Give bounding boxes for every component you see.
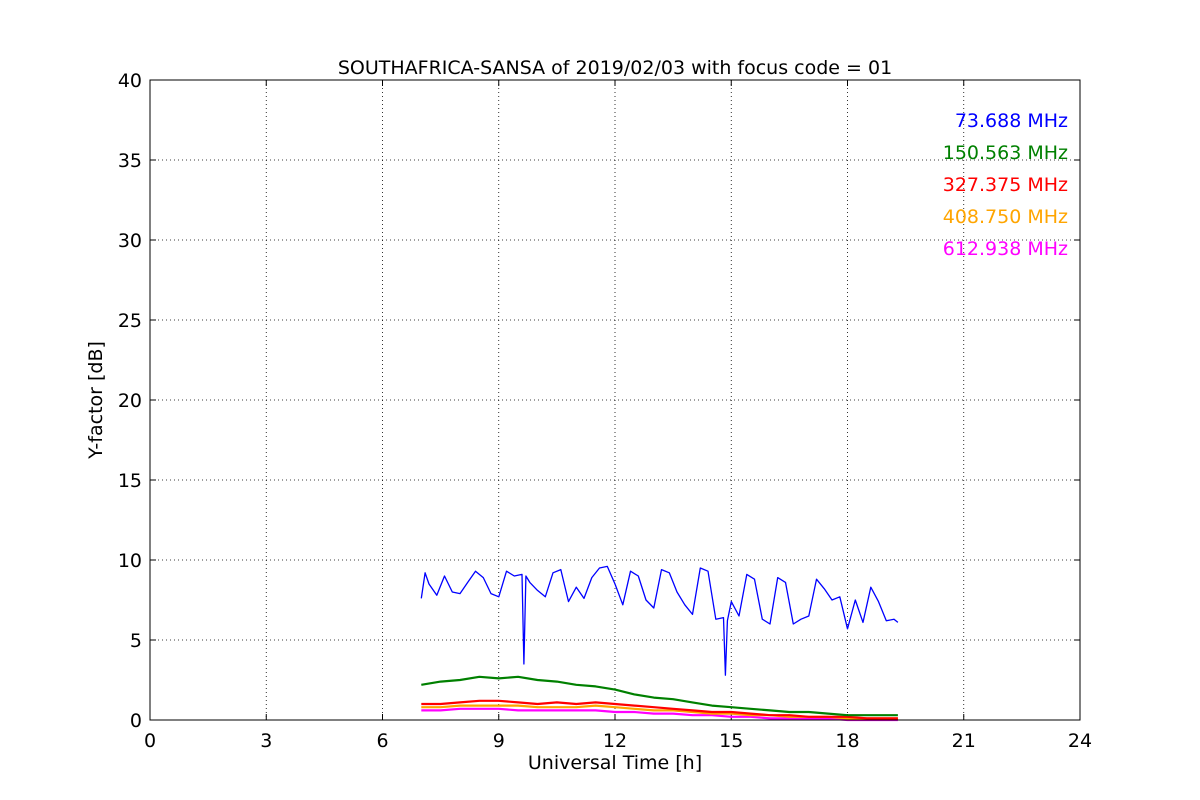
y-tick-label: 35 bbox=[118, 150, 142, 172]
y-tick-label: 10 bbox=[118, 550, 142, 572]
y-tick-label: 5 bbox=[130, 630, 142, 652]
legend-entry: 408.750 MHz bbox=[943, 206, 1068, 228]
x-tick-label: 21 bbox=[952, 730, 976, 752]
x-tick-label: 15 bbox=[719, 730, 743, 752]
plot-frame bbox=[149, 79, 1081, 721]
x-tick-label: 3 bbox=[260, 730, 272, 752]
series-line-2 bbox=[421, 699, 898, 720]
x-tick-label: 6 bbox=[376, 730, 388, 752]
ticks: 0 3 6 9 12 15 18 21 24 0 5 10 15 20 25 30 35 40 bbox=[118, 70, 1092, 752]
y-tick-label: 40 bbox=[118, 70, 142, 92]
legend-entry: 73.688 MHz bbox=[955, 110, 1068, 132]
legend-entry: 150.563 MHz bbox=[943, 142, 1068, 164]
chart-title: SOUTHAFRICA-SANSA of 2019/02/03 with foc… bbox=[338, 57, 892, 79]
legend-entry: 612.938 MHz bbox=[943, 238, 1068, 260]
y-tick-label: 20 bbox=[118, 390, 142, 412]
x-tick-label: 18 bbox=[835, 730, 859, 752]
series-line-4 bbox=[421, 707, 898, 722]
x-tick-label: 24 bbox=[1068, 730, 1092, 752]
x-tick-label: 0 bbox=[144, 730, 156, 752]
x-tick-label: 12 bbox=[603, 730, 627, 752]
y-tick-label: 25 bbox=[118, 310, 142, 332]
legend-entry: 327.375 MHz bbox=[943, 174, 1068, 196]
y-tick-label: 30 bbox=[118, 230, 142, 252]
y-tick-label: 0 bbox=[130, 710, 142, 732]
grid bbox=[150, 80, 1080, 720]
series-line-1 bbox=[421, 675, 898, 717]
legend: 73.688 MHz 150.563 MHz 327.375 MHz 408.750 … bbox=[943, 110, 1068, 260]
x-tick-label: 9 bbox=[493, 730, 505, 752]
y-tick-label: 15 bbox=[118, 470, 142, 492]
series-line-0 bbox=[420, 565, 899, 676]
y-axis-label: Y-factor [dB] bbox=[85, 341, 107, 460]
x-axis-label: Universal Time [h] bbox=[528, 752, 702, 774]
series-layer bbox=[420, 565, 899, 722]
